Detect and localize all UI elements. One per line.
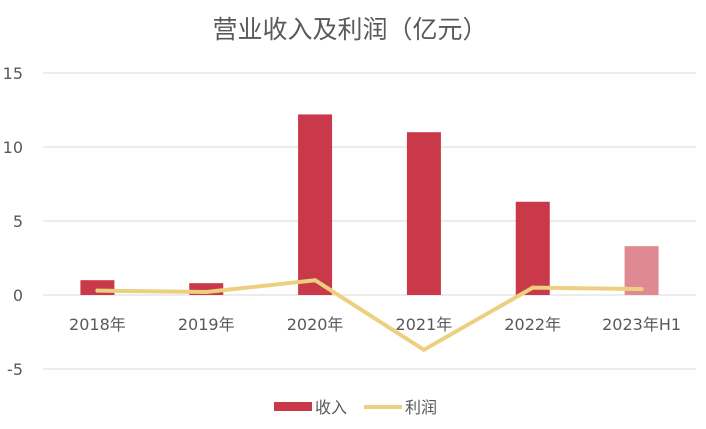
point-profit [313,278,318,283]
bar-revenue [189,283,224,295]
chart-title: 营业收入及利润（亿元） [212,15,487,44]
legend-label-revenue: 收入 [315,398,347,417]
point-profit [204,290,209,295]
x-tick-label: 2022年 [504,315,561,334]
point-profit [95,288,100,293]
y-tick-label: 10 [3,138,23,157]
point-profit [421,347,426,352]
y-tick-label: 15 [3,64,23,83]
x-tick-label: 2021年 [396,315,453,334]
gridlines [43,72,696,370]
bar-revenue [80,280,115,295]
y-axis-ticks: 15 10 5 0 -5 [3,64,23,379]
bar-revenue [515,201,550,295]
bar-revenue [624,246,659,295]
legend: 收入 利润 [274,398,437,417]
revenue-bars [80,114,659,295]
x-tick-label: 2018年 [69,315,126,334]
legend-label-profit: 利润 [405,398,437,417]
x-axis-ticks: 2018年 2019年 2020年 2021年 2022年 2023年H1 [69,315,681,334]
y-tick-label: -5 [7,360,23,379]
line-profit [95,278,644,352]
legend-swatch-revenue [274,402,312,411]
point-profit [639,287,644,292]
profit-line-layer [95,278,644,352]
point-profit [530,285,535,290]
bar-revenue [298,114,333,295]
bar-revenue [406,132,441,295]
x-tick-label: 2023年H1 [602,315,681,334]
y-tick-label: 0 [13,286,23,305]
x-tick-label: 2019年 [178,315,235,334]
x-tick-label: 2020年 [287,315,344,334]
y-tick-label: 5 [13,212,23,231]
